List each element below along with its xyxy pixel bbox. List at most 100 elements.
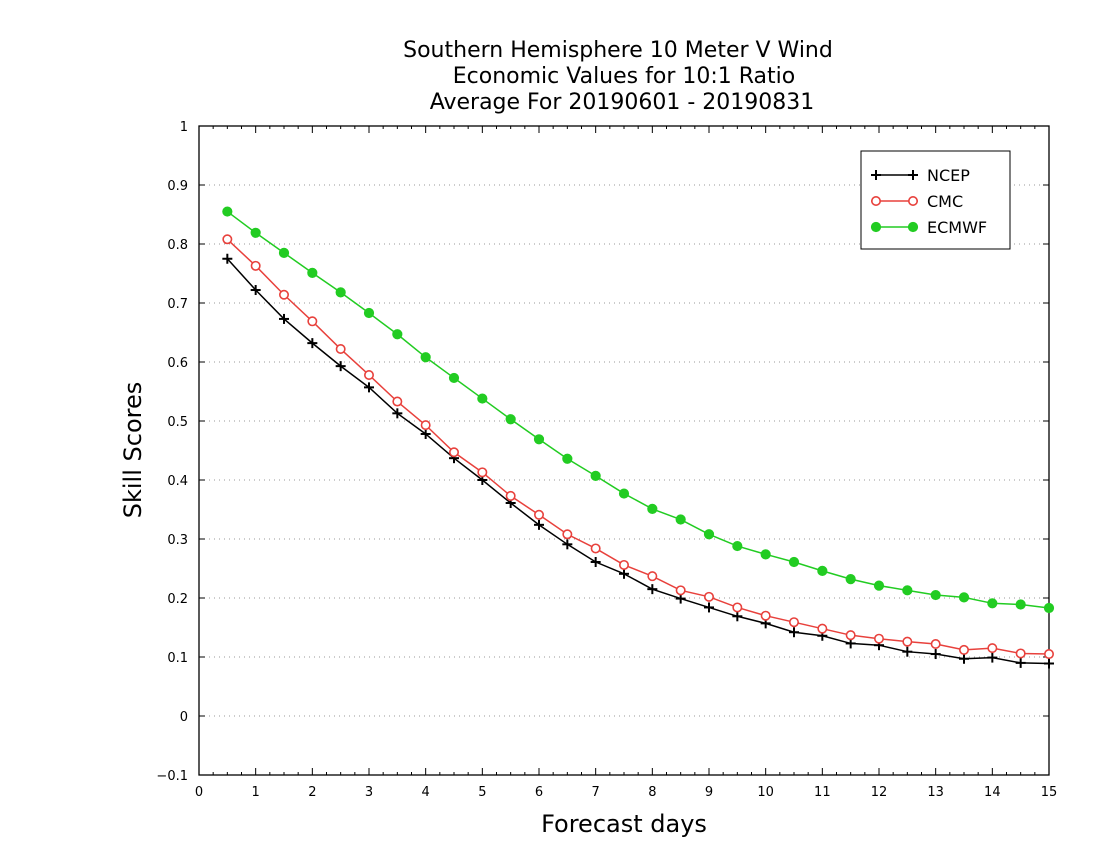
- data-point-ecmwf: [562, 453, 573, 464]
- legend-item-cmc: CMC: [870, 192, 963, 211]
- series-ncep: [222, 253, 1054, 669]
- data-point-ecmwf: [788, 556, 800, 568]
- legend-marker: [907, 221, 919, 233]
- data-point-cmc: [392, 396, 403, 407]
- y-tick-label: 0.7: [167, 297, 188, 312]
- data-point-ecmwf: [477, 393, 488, 404]
- legend-marker: [870, 196, 881, 207]
- data-point-ncep: [392, 408, 403, 419]
- data-point-ecmwf: [590, 470, 601, 481]
- data-point-ecmwf: [448, 372, 460, 384]
- data-point-cmc: [278, 289, 289, 300]
- y-tick-label: 0.6: [167, 356, 188, 371]
- data-point-ecmwf: [1015, 599, 1026, 610]
- x-tick-label: 1: [252, 785, 260, 800]
- data-point-ecmwf: [392, 329, 403, 340]
- series-ecmwf: [222, 206, 1055, 614]
- x-tick-label: 7: [592, 785, 600, 800]
- data-point-ncep: [704, 602, 714, 613]
- data-point-ncep: [959, 653, 969, 664]
- legend-label: ECMWF: [927, 218, 987, 237]
- y-tick-label: 0.3: [167, 533, 188, 548]
- y-tick-label: 0: [180, 710, 188, 725]
- data-point-cmc: [448, 447, 459, 458]
- y-tick-label: 0.9: [167, 179, 188, 194]
- data-point-ncep: [902, 646, 913, 657]
- data-point-cmc: [363, 369, 374, 380]
- series: [222, 206, 1055, 669]
- data-point-cmc: [732, 602, 743, 613]
- tick-labels: −0.100.10.20.30.40.50.60.70.80.910 1 2 3 4 5 6…: [156, 120, 1057, 800]
- data-point-ecmwf: [760, 549, 771, 560]
- data-point-ecmwf: [250, 227, 261, 238]
- data-point-ncep: [364, 382, 374, 393]
- data-point-ncep: [987, 652, 998, 663]
- data-point-ecmwf: [278, 247, 290, 258]
- data-point-cmc: [675, 585, 686, 596]
- data-point-ecmwf: [647, 503, 658, 515]
- x-tick-label: 14: [984, 785, 1001, 800]
- data-point-ncep: [590, 557, 601, 568]
- axes: [198, 125, 1050, 776]
- data-point-ecmwf: [363, 307, 375, 319]
- data-point-ncep: [647, 584, 658, 595]
- legend-item-ecmwf: ECMWF: [870, 218, 987, 237]
- data-point-ncep: [789, 627, 799, 638]
- data-point-ncep: [732, 611, 743, 622]
- legend-label: CMC: [927, 192, 963, 211]
- chart-title-line-3: Average For 20190601 - 20190831: [430, 90, 815, 115]
- y-tick-label: 0.1: [167, 651, 188, 666]
- y-tick-label: 0.4: [167, 474, 188, 489]
- data-point-cmc: [618, 559, 629, 570]
- data-point-cmc: [760, 610, 771, 621]
- data-point-cmc: [420, 420, 431, 431]
- data-point-cmc: [873, 633, 884, 644]
- data-point-cmc: [562, 529, 573, 540]
- x-axis-label: Forecast days: [541, 810, 707, 838]
- data-point-cmc: [1015, 648, 1026, 659]
- x-tick-label: 9: [705, 785, 713, 800]
- y-tick-label: −0.1: [156, 769, 188, 784]
- data-point-cmc: [335, 344, 346, 355]
- data-point-ecmwf: [420, 352, 431, 363]
- y-axis-label: Skill Scores: [119, 382, 147, 519]
- data-point-cmc: [987, 643, 998, 654]
- legend-box: [860, 150, 1011, 250]
- data-point-ncep: [335, 361, 346, 372]
- data-point-ncep: [534, 519, 544, 530]
- legend-marker: [907, 196, 918, 207]
- x-tick-label: 11: [814, 785, 831, 800]
- data-point-cmc: [958, 644, 969, 655]
- data-point-cmc: [222, 234, 233, 245]
- data-point-ncep: [562, 539, 573, 550]
- data-point-cmc: [647, 571, 658, 582]
- data-point-ecmwf: [618, 488, 630, 499]
- data-point-ecmwf: [902, 585, 913, 596]
- data-point-ecmwf: [703, 529, 715, 540]
- x-tick-label: 15: [1041, 785, 1058, 800]
- data-point-ecmwf: [958, 592, 970, 603]
- data-point-ecmwf: [987, 598, 998, 609]
- legend-marker: [908, 170, 918, 180]
- data-point-cmc: [307, 316, 318, 327]
- data-point-ecmwf: [222, 206, 233, 217]
- series-cmc: [222, 234, 1055, 660]
- data-point-ecmwf: [675, 514, 686, 525]
- legend: NCEP CMC ECMWF: [860, 150, 1011, 250]
- data-point-cmc: [477, 467, 488, 478]
- chart-title-line-2: Economic Values for 10:1 Ratio: [453, 64, 795, 89]
- data-point-ecmwf: [1043, 602, 1055, 614]
- x-tick-label: 0: [195, 785, 203, 800]
- data-point-ncep: [619, 568, 629, 579]
- data-point-ncep: [250, 285, 261, 296]
- x-tick-label: 2: [308, 785, 316, 800]
- data-point-ecmwf: [873, 580, 885, 591]
- data-point-ncep: [1044, 658, 1054, 669]
- legend-marker: [870, 221, 882, 233]
- data-point-cmc: [590, 543, 601, 554]
- y-tick-label: 0.8: [167, 238, 188, 253]
- x-tick-label: 4: [422, 785, 430, 800]
- x-tick-label: 8: [648, 785, 656, 800]
- data-point-ecmwf: [732, 540, 743, 552]
